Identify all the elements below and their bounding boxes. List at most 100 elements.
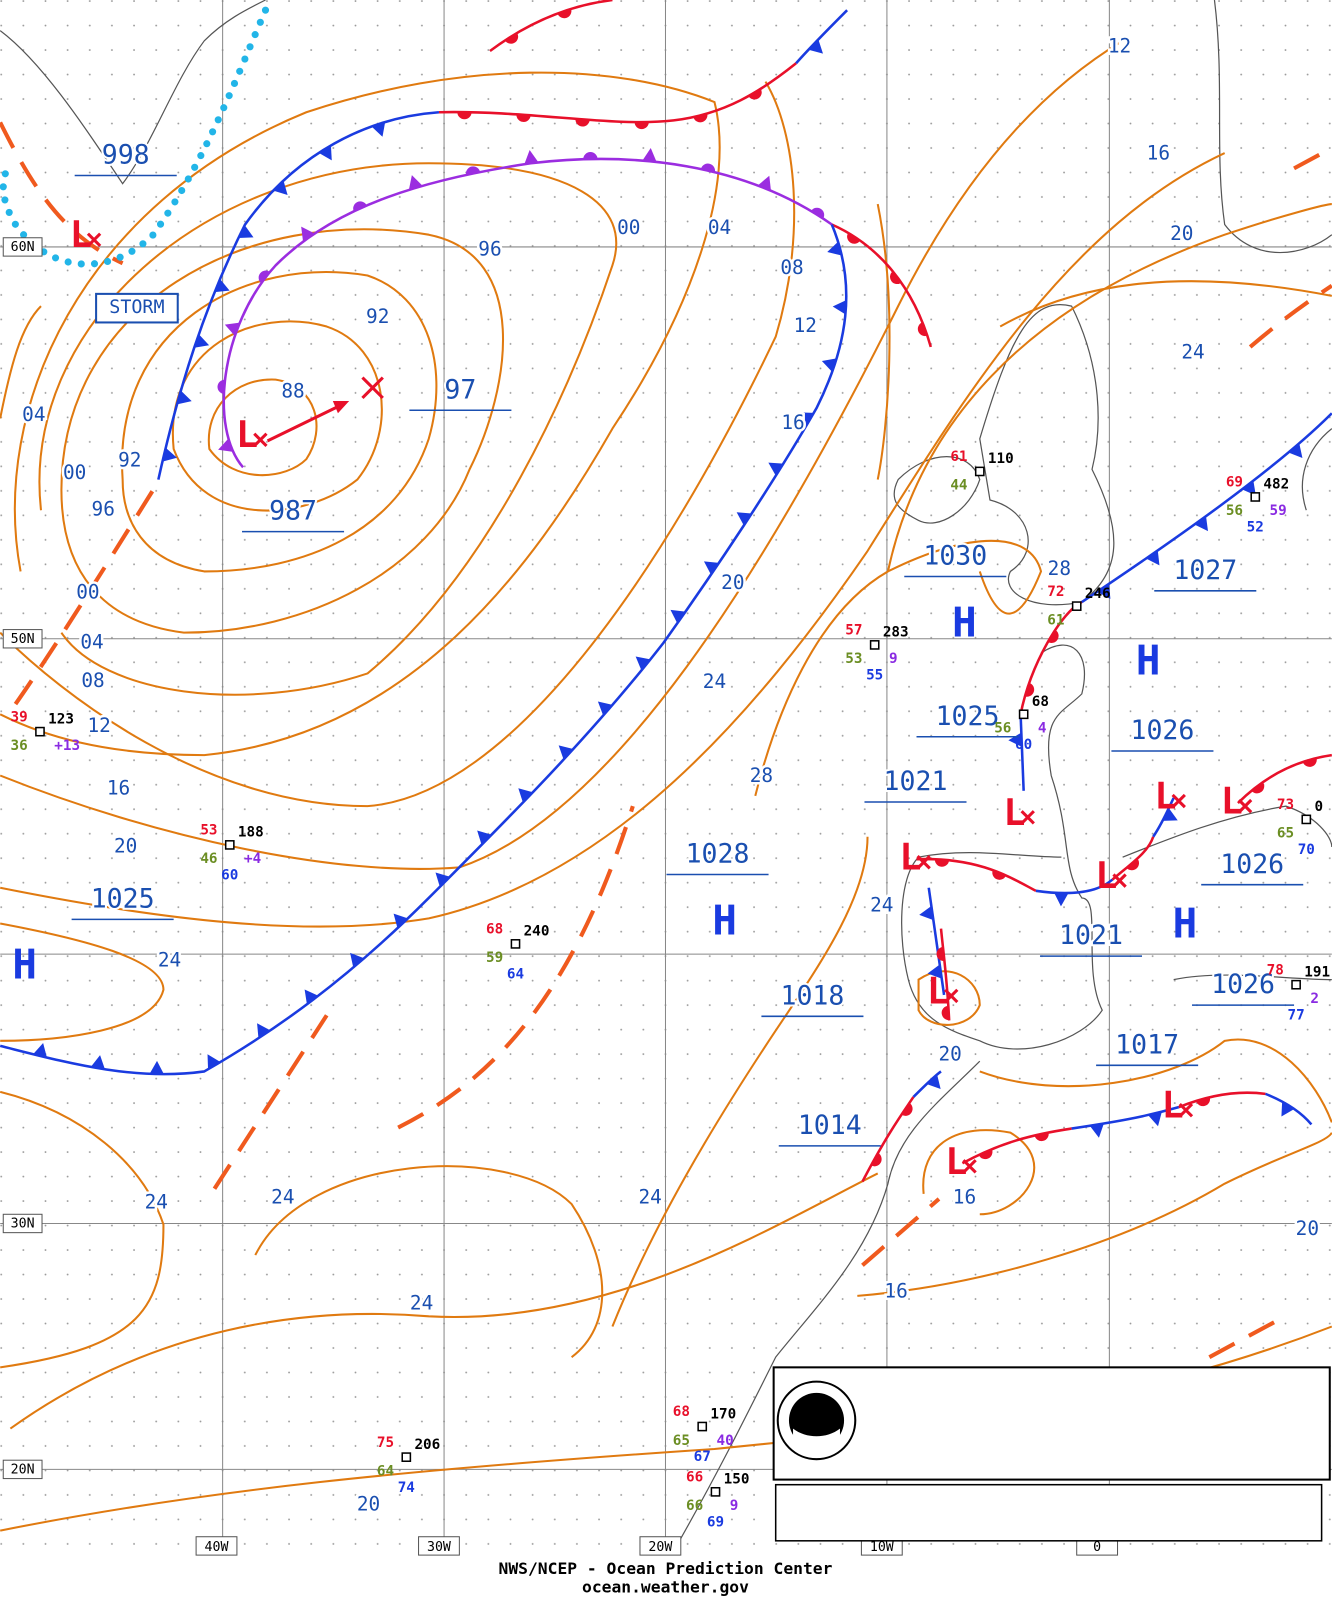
- cold-front-barb: [1089, 1123, 1104, 1138]
- warm-front-bump: [1126, 858, 1140, 871]
- station-pressure: 170: [710, 1406, 736, 1422]
- low-x: [1171, 793, 1186, 809]
- station-dew: 56: [994, 721, 1011, 737]
- occluded-barb: [757, 175, 771, 191]
- lat-label: 20N: [11, 1462, 35, 1477]
- station-dew: 44: [950, 478, 967, 494]
- pressure-label: 1014: [798, 1110, 862, 1141]
- station-square: [697, 1421, 708, 1432]
- lat-label: 60N: [11, 240, 35, 255]
- station-temp: 72: [1047, 584, 1064, 600]
- station-extra: +4: [244, 851, 261, 867]
- isobar-label: 96: [92, 498, 115, 521]
- station-dew: 64: [377, 1463, 394, 1479]
- pressure-label: 998: [102, 140, 150, 171]
- lon-label: 40W: [205, 1540, 229, 1555]
- station-temp: 57: [845, 623, 862, 639]
- occluded-barb: [408, 175, 423, 190]
- warm-front-bump: [847, 232, 861, 244]
- lat-label-box: [2, 237, 43, 257]
- isobars: [0, 39, 1332, 1532]
- occluded-bump: [217, 379, 226, 394]
- station-pressure: 191: [1304, 964, 1330, 980]
- low-x: [943, 988, 959, 1004]
- station-dew: 36: [11, 738, 28, 754]
- high-center: H: [712, 896, 737, 944]
- low-x: [1178, 1102, 1194, 1118]
- cold-front-barb: [194, 334, 210, 348]
- occluded-barb: [224, 322, 240, 336]
- cold-front-barb: [318, 145, 332, 161]
- station-temp: 66: [686, 1470, 703, 1486]
- warm-front-bump: [941, 1005, 950, 1021]
- pressure-label: 1025: [91, 884, 155, 915]
- isobar-label: 24: [639, 1185, 662, 1208]
- isobar-label: 24: [870, 894, 893, 917]
- station-extra: +13: [54, 738, 80, 754]
- low-center: L: [1162, 1084, 1184, 1127]
- isobar-label: 28: [750, 764, 773, 787]
- cold-front-barb: [919, 905, 934, 921]
- coastlines: [0, 0, 1332, 1552]
- info-box-frame: [772, 1366, 1331, 1542]
- lon-label-box: [639, 1536, 682, 1556]
- warm-front-bump: [934, 859, 950, 867]
- lat-label-box: [2, 1459, 43, 1480]
- lat-label: 30N: [11, 1216, 35, 1231]
- isobar-label: 20: [1170, 222, 1193, 245]
- isobar-label: 16: [107, 776, 130, 799]
- station-dew: 66: [686, 1498, 703, 1514]
- occluded-barb: [301, 226, 315, 242]
- low-center: L: [945, 1140, 967, 1183]
- pressure-label: 1026: [1220, 849, 1284, 880]
- station-pressure: 123: [48, 711, 74, 727]
- low-x: [1112, 873, 1127, 888]
- warm-front-bump: [1047, 629, 1059, 643]
- station-square: [510, 939, 521, 949]
- low-x: [1020, 810, 1035, 825]
- occluded-bump: [700, 163, 716, 173]
- station-extra: 4: [1038, 721, 1047, 737]
- cold-front-barb: [518, 788, 533, 803]
- station-dew: 59: [486, 950, 503, 966]
- warm-front-bump: [457, 112, 472, 120]
- low-x: [253, 432, 268, 448]
- warm-front-bump: [557, 8, 572, 19]
- station-square: [401, 1452, 412, 1462]
- warm-front-bump: [890, 271, 902, 285]
- cold-front-barb: [808, 39, 823, 54]
- isobar-label: 92: [118, 449, 141, 472]
- warm-front-bump: [871, 1152, 882, 1167]
- cold-front-barb: [214, 278, 230, 293]
- station-temp: 39: [11, 709, 28, 725]
- isobar-label: 16: [953, 1185, 976, 1208]
- cold-front-barb: [798, 412, 814, 426]
- warm-front-bump: [748, 88, 762, 100]
- ice-edge: [0, 6, 270, 268]
- warm-front-bump: [1302, 757, 1317, 767]
- station-sea: 64: [507, 966, 524, 982]
- warm-front-bump: [978, 1149, 993, 1160]
- lat-label-box: [2, 629, 43, 649]
- station-temp: 69: [1226, 475, 1243, 491]
- occluded-bump: [465, 166, 481, 175]
- cold-front-barb: [768, 462, 784, 476]
- occluded-bump: [811, 207, 825, 219]
- station-pressure: 283: [883, 625, 909, 641]
- isobar-label: 24: [145, 1191, 168, 1214]
- fronts: [0, 0, 1332, 1183]
- warning-label: STORM: [109, 297, 164, 318]
- station-temp: 68: [486, 922, 503, 938]
- station-pressure: 68: [1032, 694, 1049, 710]
- pressure-label: 1021: [884, 766, 948, 797]
- low-center: L: [927, 969, 949, 1012]
- low-center: L: [236, 413, 258, 456]
- isobar-label: 16: [781, 411, 804, 434]
- high-center: H: [1136, 636, 1161, 684]
- troughs: [0, 121, 1332, 1359]
- station-sea: 60: [1015, 737, 1032, 753]
- station-square: [1291, 979, 1301, 990]
- isobar-label: 12: [87, 714, 110, 737]
